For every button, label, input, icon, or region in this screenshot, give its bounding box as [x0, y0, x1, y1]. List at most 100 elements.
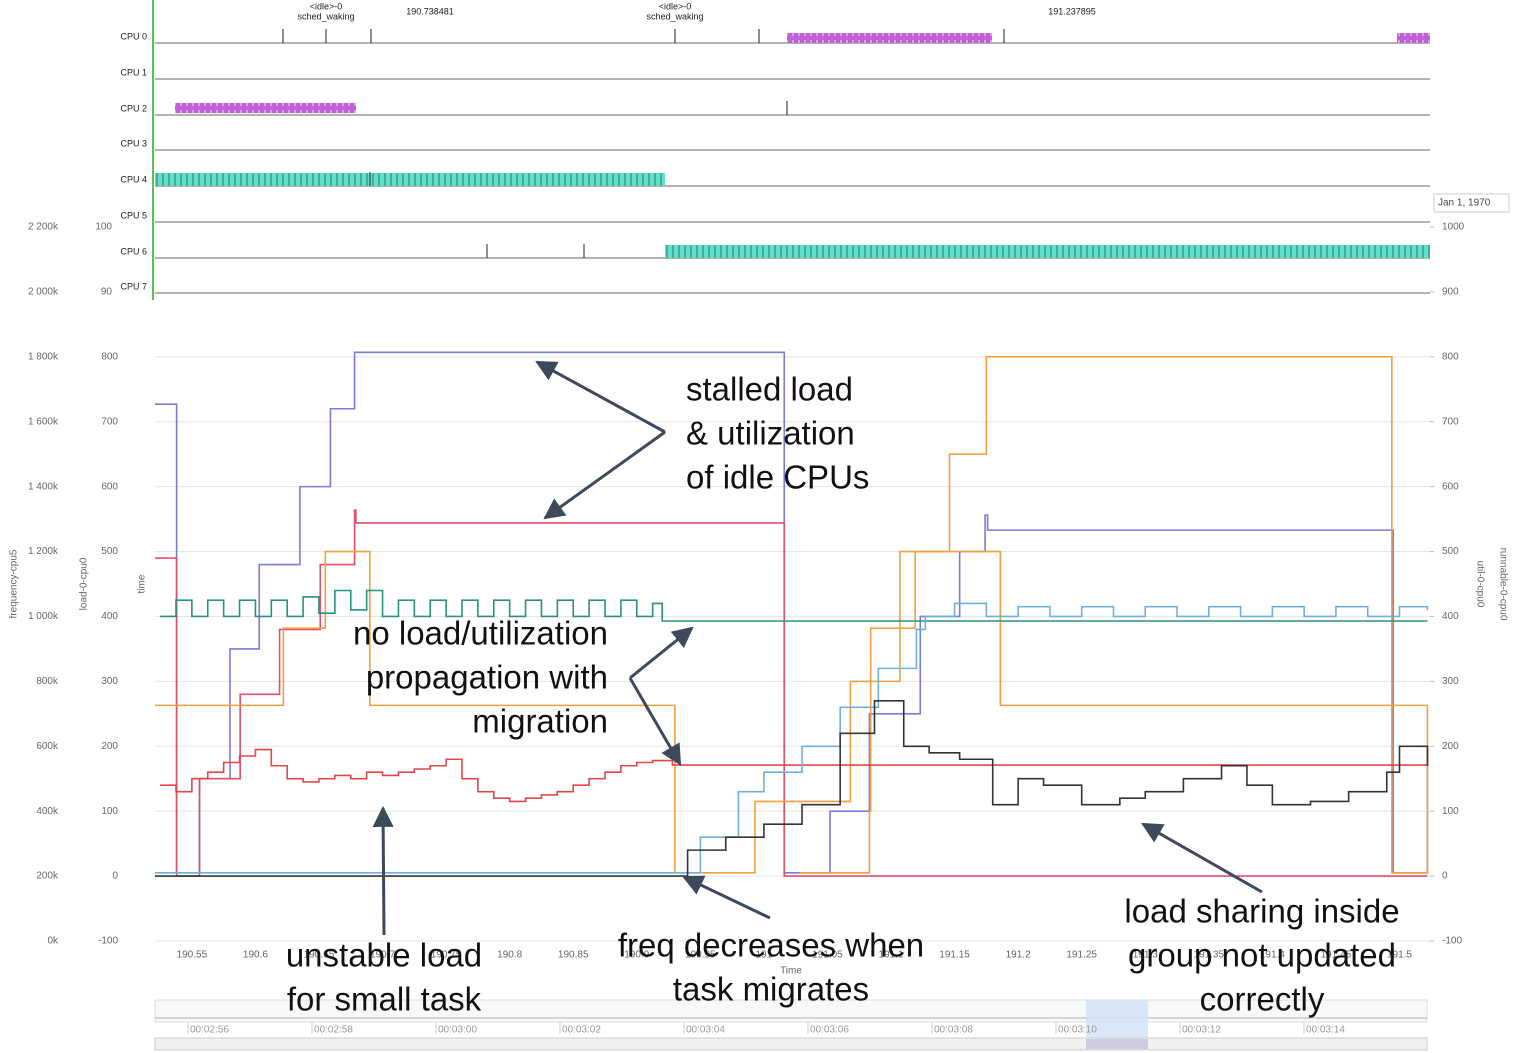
cpu-label: CPU 4	[120, 174, 147, 184]
timeline-label: 00:03:00	[438, 1025, 477, 1036]
annotation-text: no load/utilization	[353, 615, 608, 652]
x-tick-label: 191.45	[1321, 950, 1352, 961]
y-tick-label: 500	[101, 546, 118, 557]
x-tick-label: 191.05	[812, 950, 843, 961]
event-label: <idle>-0	[659, 1, 692, 11]
annotation-arrow	[535, 360, 666, 434]
y2-tick-label: 300	[1442, 676, 1459, 687]
axis-title: runnable-0-cpu0	[1497, 548, 1508, 621]
annotation-arrow	[682, 875, 771, 920]
timeline-label: 00:03:14	[1306, 1025, 1345, 1036]
date-box	[1433, 193, 1510, 213]
x-tick-label: 190.75	[431, 950, 462, 961]
cpu-activity	[155, 173, 665, 186]
y2-tick-label: 700	[1442, 416, 1459, 427]
x-tick-label: 191	[756, 950, 773, 961]
annotation-text: load sharing inside	[1124, 893, 1399, 930]
load-top-tick-label: 90	[101, 287, 113, 298]
event-label: <idle>-0	[310, 1, 343, 11]
annotation-text: stalled load	[686, 371, 853, 408]
y2-tick-label: 900	[1442, 287, 1459, 298]
y-tick-label: 300	[101, 676, 118, 687]
y2-tick-label: 100	[1442, 806, 1459, 817]
y2-tick-label: 600	[1442, 481, 1459, 492]
x-tick-label: 190.85	[558, 950, 589, 961]
axis-title: frequency-cpu5	[9, 549, 20, 618]
y2-tick-label: -100	[1442, 936, 1462, 947]
x-tick-label: 191.4	[1260, 950, 1285, 961]
freq-tick-label: 1 200k	[28, 546, 59, 557]
x-tick-label: 190.95	[685, 950, 716, 961]
x-tick-label: 191.25	[1066, 950, 1097, 961]
series-line	[155, 509, 1428, 877]
annotation-text: migration	[472, 703, 608, 740]
annotation-arrow	[1141, 822, 1263, 894]
series-line	[155, 700, 1429, 877]
y2-tick-label: 200	[1442, 741, 1459, 752]
y2-tick-label: 1000	[1442, 222, 1465, 233]
y-tick-label: 700	[101, 416, 118, 427]
timeline-label: 00:02:58	[314, 1025, 353, 1036]
cpu-activity	[787, 33, 992, 43]
scrollbar[interactable]	[154, 1037, 1428, 1051]
freq-tick-label: 1 000k	[28, 611, 59, 622]
cpu-label: CPU 3	[120, 138, 147, 148]
cpu-label: CPU 7	[120, 281, 147, 291]
cpu-activity	[665, 245, 1430, 258]
x-tick-label: 191.5	[1387, 950, 1412, 961]
freq-tick-label: 1 800k	[28, 351, 59, 362]
scroll-thumb[interactable]	[1086, 1039, 1148, 1049]
x-tick-label: 190.7	[370, 950, 395, 961]
freq-tick-label: 1 600k	[28, 416, 59, 427]
x-tick-label: 191.2	[1006, 950, 1031, 961]
series-line	[160, 748, 1428, 803]
x-tick-label: 191.3	[1133, 950, 1158, 961]
x-axis-title: Time	[780, 966, 802, 977]
x-tick-label: 190.6	[243, 950, 268, 961]
y-tick-label: 800	[101, 351, 118, 362]
cpu-label: CPU 5	[120, 210, 147, 220]
x-tick-label: 190.8	[497, 950, 522, 961]
annotation-text: task migrates	[673, 971, 869, 1008]
cpu-label: CPU 1	[120, 67, 147, 77]
axis-title: util-0-cpu0	[1474, 561, 1485, 608]
timeline-label: 00:03:04	[686, 1025, 725, 1036]
date-label: Jan 1, 1970	[1438, 198, 1491, 209]
freq-tick-label: 0k	[47, 936, 59, 947]
axis-title: time	[137, 574, 148, 593]
timeline-label: 00:03:12	[1182, 1025, 1221, 1036]
y-tick-label: 0	[112, 871, 118, 882]
annotation-text: & utilization	[686, 415, 855, 452]
x-tick-label: 190.55	[177, 950, 208, 961]
timeline-label: 00:02:56	[190, 1025, 229, 1036]
series-line	[155, 356, 1429, 874]
annotation-text: propagation with	[366, 659, 608, 696]
annotation-text: group not updated	[1128, 937, 1396, 974]
timeline-label: 00:03:02	[562, 1025, 601, 1036]
annotation-text: correctly	[1200, 981, 1325, 1018]
y-tick-label: 400	[101, 611, 118, 622]
y2-tick-label: 500	[1442, 546, 1459, 557]
timeline-label: 00:03:10	[1058, 1025, 1097, 1036]
y2-tick-label: 400	[1442, 611, 1459, 622]
y2-tick-label: 0	[1442, 871, 1448, 882]
annotation-text: freq decreases when	[618, 927, 924, 964]
series-line	[155, 602, 1429, 874]
y-tick-label: 100	[101, 806, 118, 817]
freq-tick-label: 600k	[36, 741, 59, 752]
annotation-text: for small task	[287, 981, 482, 1018]
freq-tick-label: 800k	[36, 676, 59, 687]
event-label: 191.237895	[1048, 6, 1096, 16]
axis-title: load-0-cpu0	[79, 557, 90, 610]
x-tick-label: 191.1	[879, 950, 904, 961]
cpu-label: CPU 0	[120, 31, 147, 41]
x-tick-label: 191.35	[1194, 950, 1225, 961]
event-label: 190.738481	[406, 6, 454, 16]
load-top-tick-label: 100	[95, 222, 112, 233]
freq-tick-label: 200k	[36, 871, 59, 882]
event-label: sched_waking	[646, 11, 703, 21]
cpu-label: CPU 2	[120, 103, 147, 113]
annotation-arrow	[628, 677, 682, 766]
